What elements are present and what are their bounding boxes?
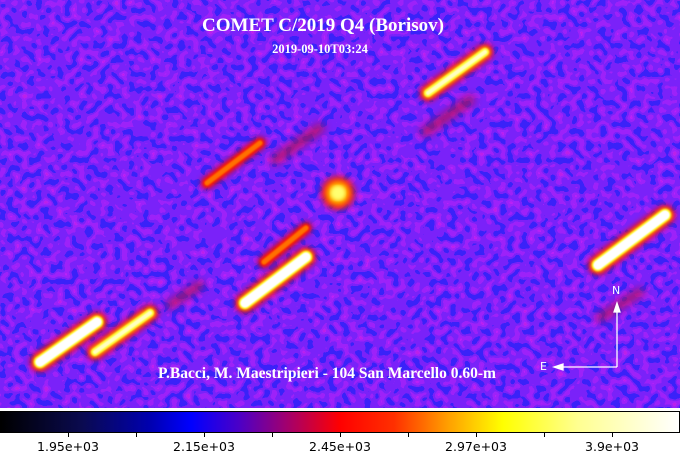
colorbar-tick-label: 3.9e+03	[585, 439, 639, 454]
star-trail	[257, 221, 313, 269]
colorbar-tick-label: 2.15e+03	[173, 439, 235, 454]
colorbar-tick	[408, 433, 409, 437]
compass	[551, 300, 621, 371]
image-title: COMET C/2019 Q4 (Borisov)	[202, 15, 444, 36]
colorbar-tick	[68, 433, 69, 437]
colorbar-tick	[340, 433, 341, 437]
observation-datetime: 2019-09-10T03:24	[272, 42, 368, 56]
star-trail	[200, 136, 267, 190]
colorbar-tick-label: 2.97e+03	[445, 439, 507, 454]
comet-image: COMET C/2019 Q4 (Borisov) 2019-09-10T03:…	[0, 0, 680, 408]
credit-line: P.Bacci, M. Maestripieri - 104 San Marce…	[158, 365, 496, 382]
star-trail	[86, 304, 159, 361]
compass-east-label: E	[540, 360, 547, 373]
comet-nucleus	[318, 173, 358, 213]
star-trail	[30, 312, 107, 372]
colorbar-tick	[476, 433, 477, 437]
colorbar-tick	[136, 433, 137, 437]
colorbar-tick	[272, 433, 273, 437]
star-trail	[419, 43, 494, 102]
east-arrowhead-icon	[551, 363, 564, 371]
colorbar-tick	[204, 433, 205, 437]
star-trail	[588, 205, 675, 275]
colorbar-tick	[612, 433, 613, 437]
compass-north-label: N	[612, 284, 621, 297]
star-trail	[235, 247, 316, 313]
sky-field	[0, 0, 680, 408]
colorbar-tick	[544, 433, 545, 437]
colorbar-tick-label: 2.45e+03	[309, 439, 371, 454]
colorbar	[0, 411, 680, 433]
north-arrowhead-icon	[613, 300, 621, 313]
colorbar-tick-label: 1.95e+03	[37, 439, 99, 454]
